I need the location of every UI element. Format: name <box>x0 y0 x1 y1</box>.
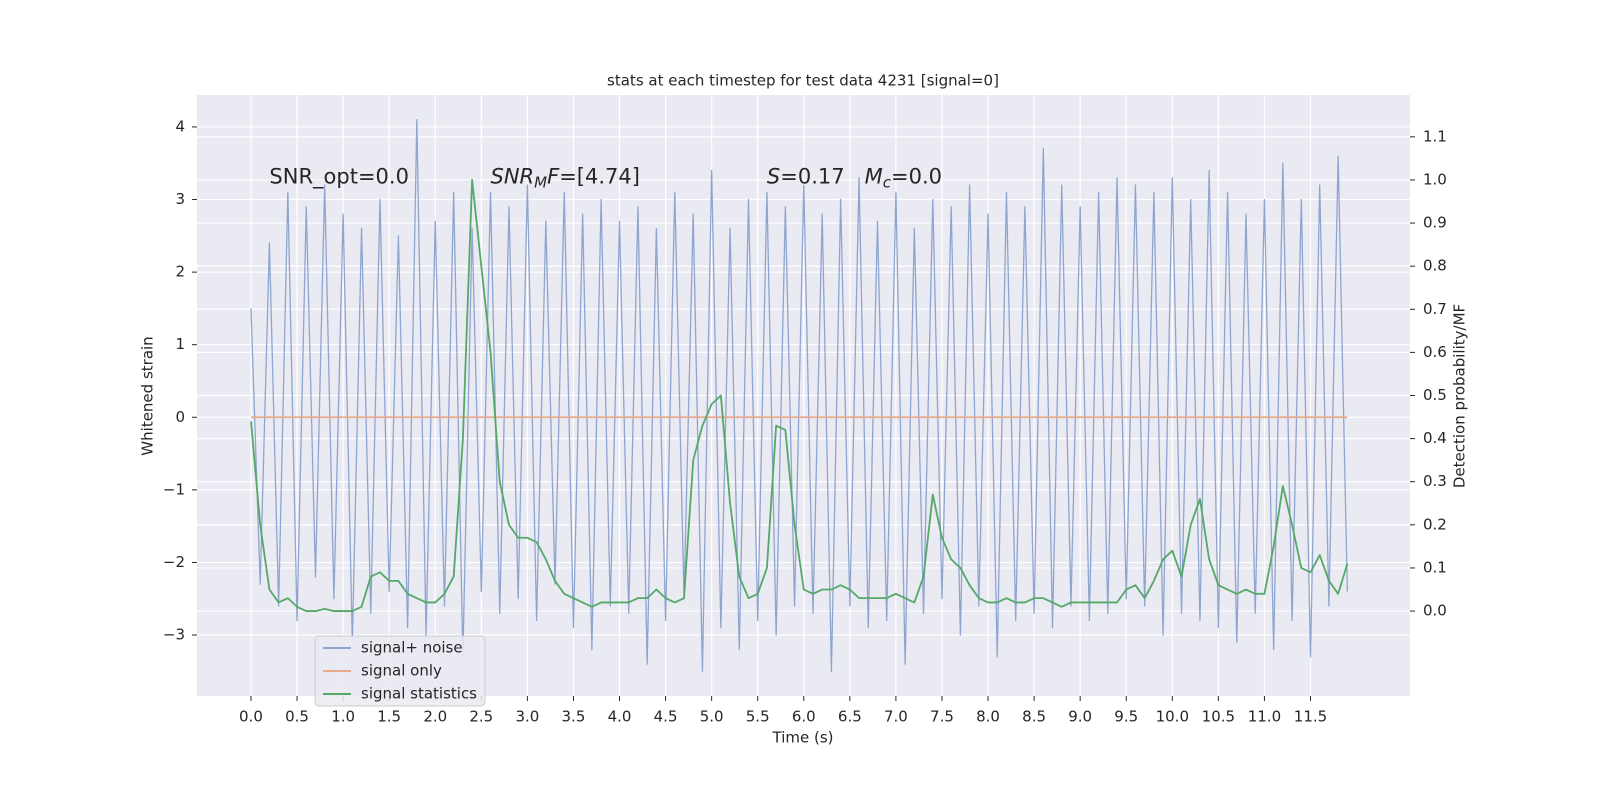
y2-tick-label: 0.5 <box>1423 386 1447 404</box>
legend-label: signal+ noise <box>361 639 463 657</box>
y-tick-label: 4 <box>175 117 185 135</box>
y2-tick-label: 0.8 <box>1423 257 1447 275</box>
y-tick-label: 0 <box>175 408 185 426</box>
annotation-part: F <box>547 165 560 189</box>
y2-tick-label: 1.1 <box>1423 127 1447 145</box>
annotation: SNR_opt=0.0 <box>269 165 409 190</box>
x-tick-label: 0.5 <box>285 708 309 726</box>
x-tick-label: 10.0 <box>1156 708 1189 726</box>
x-tick-label: 1.0 <box>331 708 355 726</box>
annotation-part: =0.0 <box>891 165 942 189</box>
x-tick-label: 1.5 <box>377 708 401 726</box>
x-tick-label: 5.5 <box>746 708 770 726</box>
x-tick-label: 8.5 <box>1022 708 1046 726</box>
x-tick-label: 10.5 <box>1202 708 1235 726</box>
y2-tick-label: 0.0 <box>1423 602 1447 620</box>
x-tick-label: 7.5 <box>930 708 954 726</box>
y-tick-label: −2 <box>163 553 185 571</box>
annotation-part: =0.17 <box>780 165 864 189</box>
x-tick-label: 0.0 <box>239 708 263 726</box>
x-tick-label: 5.0 <box>700 708 724 726</box>
legend-box <box>314 635 486 707</box>
x-tick-label: 4.5 <box>654 708 678 726</box>
y2-tick-label: 0.9 <box>1423 214 1447 232</box>
y-tick-label: 3 <box>175 190 185 208</box>
x-tick-label: 4.0 <box>608 708 632 726</box>
annotation-part: c <box>883 173 892 191</box>
y-tick-label: −3 <box>163 626 185 644</box>
y2-tick-label: 0.6 <box>1423 343 1447 361</box>
y2-axis-label: Detection probability/MF <box>1451 304 1469 488</box>
y2-tick-label: 0.1 <box>1423 558 1447 576</box>
x-tick-label: 11.5 <box>1294 708 1327 726</box>
series-line <box>250 179 1349 612</box>
y2-tick-label: 0.3 <box>1423 472 1447 490</box>
x-tick-label: 9.5 <box>1114 708 1138 726</box>
legend-label: signal statistics <box>361 685 477 703</box>
annotation: S=0.17 Mc=0.0 <box>767 165 942 192</box>
y-tick-label: 1 <box>175 335 185 353</box>
x-tick-label: 8.0 <box>976 708 1000 726</box>
x-tick-label: 2.5 <box>469 708 493 726</box>
y-tick-label: −1 <box>163 480 185 498</box>
annotation: SNRMF=[4.74] <box>491 165 640 192</box>
y2-tick-label: 1.0 <box>1423 170 1447 188</box>
annotation-part: SNR <box>491 165 535 189</box>
annotation-part: M <box>865 165 883 189</box>
annotation-part: S <box>767 165 780 189</box>
annotation-part: SNR_opt=0.0 <box>269 165 409 190</box>
x-tick-label: 11.0 <box>1248 708 1281 726</box>
chart-title: stats at each timestep for test data 423… <box>607 72 999 90</box>
y2-tick-label: 0.4 <box>1423 429 1447 447</box>
y-axis-label: Whitened strain <box>139 336 157 455</box>
x-axis-label: Time (s) <box>772 729 834 747</box>
annotation-part: M <box>534 173 547 191</box>
y-tick-label: 2 <box>175 263 185 281</box>
y2-tick-label: 0.7 <box>1423 300 1447 318</box>
annotation-part: =[4.74] <box>559 165 640 189</box>
x-tick-label: 6.5 <box>838 708 862 726</box>
y2-tick-label: 0.2 <box>1423 515 1447 533</box>
x-tick-label: 6.0 <box>792 708 816 726</box>
x-tick-label: 3.5 <box>562 708 586 726</box>
x-tick-label: 7.0 <box>884 708 908 726</box>
x-tick-label: 3.0 <box>515 708 539 726</box>
x-tick-label: 9.0 <box>1068 708 1092 726</box>
x-tick-label: 2.0 <box>423 708 447 726</box>
legend-label: signal only <box>361 662 442 680</box>
